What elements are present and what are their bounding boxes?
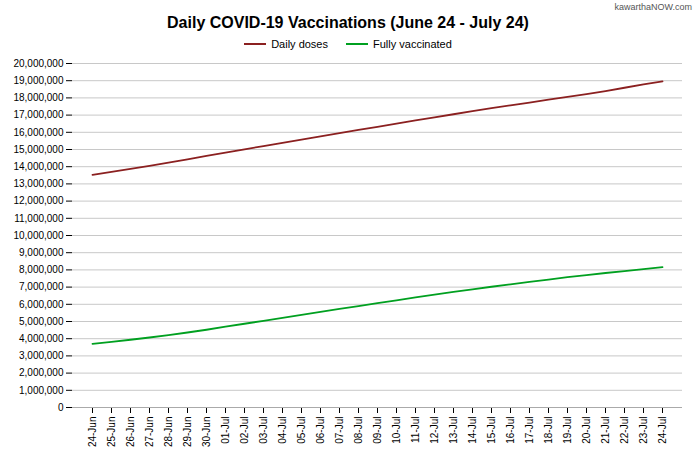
svg-text:05-Jul: 05-Jul [296, 417, 307, 444]
svg-text:4,000,000: 4,000,000 [19, 333, 64, 344]
svg-text:19-Jul: 19-Jul [562, 417, 573, 444]
svg-text:18,000,000: 18,000,000 [13, 92, 63, 103]
svg-text:16,000,000: 16,000,000 [13, 127, 63, 138]
svg-text:14-Jul: 14-Jul [467, 417, 478, 444]
svg-text:16-Jul: 16-Jul [505, 417, 516, 444]
svg-text:6,000,000: 6,000,000 [19, 299, 64, 310]
svg-text:02-Jul: 02-Jul [239, 417, 250, 444]
svg-text:24-Jun: 24-Jun [87, 417, 98, 448]
svg-text:18-Jul: 18-Jul [543, 417, 554, 444]
svg-text:25-Jun: 25-Jun [106, 417, 117, 448]
svg-text:03-Jul: 03-Jul [258, 417, 269, 444]
svg-text:24-Jul: 24-Jul [657, 417, 668, 444]
svg-text:12-Jul: 12-Jul [429, 417, 440, 444]
svg-text:13,000,000: 13,000,000 [13, 178, 63, 189]
svg-text:0: 0 [58, 402, 64, 413]
html-text:Daily doses: Daily doses [271, 38, 328, 50]
svg-text:17,000,000: 17,000,000 [13, 109, 63, 120]
svg-text:8,000,000: 8,000,000 [19, 264, 64, 275]
svg-text:14,000,000: 14,000,000 [13, 161, 63, 172]
svg-text:13-Jul: 13-Jul [448, 417, 459, 444]
svg-text:7,000,000: 7,000,000 [19, 281, 64, 292]
svg-text:08-Jul: 08-Jul [353, 417, 364, 444]
svg-text:23-Jul: 23-Jul [638, 417, 649, 444]
svg-text:20,000,000: 20,000,000 [13, 58, 63, 69]
html-text:kawarthaNOW.com: kawarthaNOW.com [614, 2, 692, 12]
svg-text:20-Jul: 20-Jul [581, 417, 592, 444]
svg-text:1,000,000: 1,000,000 [19, 385, 64, 396]
svg-text:04-Jul: 04-Jul [277, 417, 288, 444]
svg-text:06-Jul: 06-Jul [315, 417, 326, 444]
svg-text:07-Jul: 07-Jul [334, 417, 345, 444]
svg-text:5,000,000: 5,000,000 [19, 316, 64, 327]
svg-text:10-Jul: 10-Jul [391, 417, 402, 444]
svg-text:12,000,000: 12,000,000 [13, 195, 63, 206]
svg-text:29-Jun: 29-Jun [182, 417, 193, 448]
svg-text:15-Jul: 15-Jul [486, 417, 497, 444]
svg-text:11,000,000: 11,000,000 [14, 213, 64, 224]
svg-text:22-Jul: 22-Jul [619, 417, 630, 444]
svg-text:15,000,000: 15,000,000 [13, 144, 63, 155]
svg-text:11-Jul: 11-Jul [410, 417, 421, 444]
svg-text:09-Jul: 09-Jul [372, 417, 383, 444]
svg-text:28-Jun: 28-Jun [163, 417, 174, 448]
svg-text:26-Jun: 26-Jun [125, 417, 136, 448]
svg-text:17-Jul: 17-Jul [524, 417, 535, 444]
svg-text:9,000,000: 9,000,000 [19, 247, 64, 258]
svg-text:30-Jun: 30-Jun [201, 417, 212, 448]
svg-text:3,000,000: 3,000,000 [19, 350, 64, 361]
html-text:Fully vaccinated: Fully vaccinated [373, 38, 452, 50]
svg-text:19,000,000: 19,000,000 [13, 75, 63, 86]
svg-text:2,000,000: 2,000,000 [19, 367, 64, 378]
svg-text:21-Jul: 21-Jul [600, 417, 611, 444]
svg-text:10,000,000: 10,000,000 [13, 230, 63, 241]
svg-text:27-Jun: 27-Jun [144, 417, 155, 448]
html-text:Daily COVID-19 Vaccinations (J: Daily COVID-19 Vaccinations (June 24 - J… [167, 14, 529, 31]
svg-text:01-Jul: 01-Jul [220, 417, 231, 444]
